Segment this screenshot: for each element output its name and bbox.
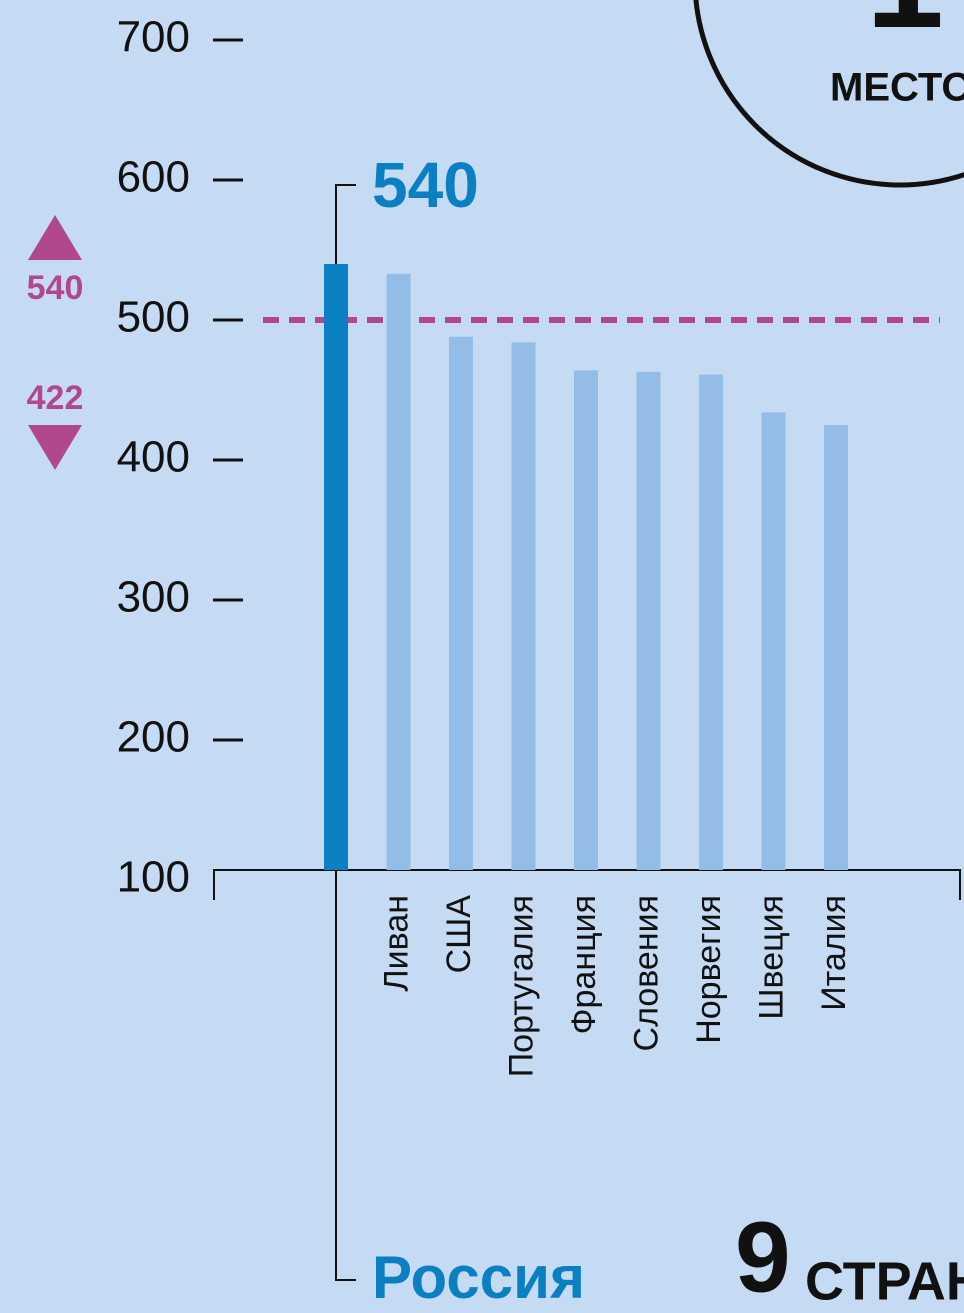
- x-tick-label: Ливан: [377, 895, 415, 992]
- category-label: Россия: [372, 1244, 585, 1311]
- place-number: 1: [866, 0, 944, 57]
- x-tick-label: Португалия: [502, 895, 540, 1077]
- x-tick-label: Норвегия: [690, 895, 728, 1044]
- up-triangle: [28, 215, 82, 260]
- y-tick-label: 400: [117, 433, 190, 482]
- value-label: 540: [372, 149, 479, 221]
- count: 9: [735, 1201, 791, 1313]
- down-triangle: [28, 425, 82, 470]
- y-tick-label: 600: [117, 153, 190, 202]
- min-label: 422: [27, 379, 84, 417]
- x-tick-label: США: [440, 895, 478, 974]
- bar: [636, 371, 661, 870]
- bar: [386, 273, 411, 870]
- bar: [324, 264, 348, 870]
- place-circle: [693, 0, 964, 188]
- y-tick-label: 300: [117, 573, 190, 622]
- count-unit: СТРАН: [805, 1251, 964, 1311]
- y-tick-label: 100: [117, 853, 190, 902]
- x-tick-label: Италия: [815, 895, 853, 1011]
- y-tick-label: 200: [117, 713, 190, 762]
- bar: [449, 336, 473, 870]
- bracket: [335, 184, 356, 1281]
- bar: [824, 425, 848, 870]
- bar: [761, 412, 786, 870]
- x-tick-label: Словения: [627, 895, 665, 1051]
- x-tick-label: Швеция: [752, 895, 790, 1020]
- bar: [511, 342, 536, 870]
- max-label: 540: [27, 269, 84, 307]
- y-tick-label: 700: [117, 13, 190, 62]
- bar: [574, 370, 598, 870]
- place-unit: МЕСТО: [830, 66, 964, 110]
- y-tick-label: 500: [117, 293, 190, 342]
- bar: [699, 374, 723, 870]
- x-tick-label: Франция: [565, 895, 603, 1034]
